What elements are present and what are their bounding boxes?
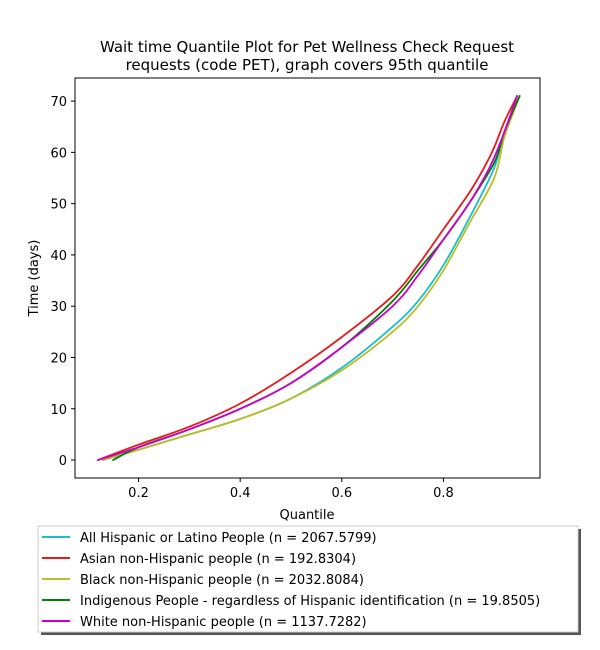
y-axis-label: Time (days) <box>27 240 42 318</box>
y-tick-label: 10 <box>50 403 67 418</box>
y-tick-label: 50 <box>50 198 67 213</box>
x-tick-label: 0.2 <box>128 486 149 501</box>
legend-label: Asian non-Hispanic people (n = 192.8304) <box>80 552 356 567</box>
y-tick-label: 40 <box>50 249 67 264</box>
series-line-4 <box>96 95 519 461</box>
chart-title-line-2: requests (code PET), graph covers 95th q… <box>126 56 489 74</box>
legend-box <box>37 525 579 633</box>
x-tick-label: 0.6 <box>331 486 352 501</box>
legend: All Hispanic or Latino People (n = 2067.… <box>37 525 581 635</box>
x-axis-label: Quantile <box>280 508 335 523</box>
series-layer <box>96 95 521 461</box>
series-line-1 <box>96 95 519 461</box>
series-line-3 <box>112 95 521 461</box>
legend-label: All Hispanic or Latino People (n = 2067.… <box>80 531 377 546</box>
y-tick-label: 0 <box>59 454 67 469</box>
series-line-2 <box>102 95 521 461</box>
y-tick-label: 70 <box>50 95 67 110</box>
y-tick-label: 60 <box>50 146 67 161</box>
legend-label: Black non-Hispanic people (n = 2032.8084… <box>80 573 364 588</box>
y-tick-label: 20 <box>50 351 67 366</box>
plot-frame <box>74 77 541 479</box>
x-tick-label: 0.4 <box>230 486 251 501</box>
x-tick-label: 0.8 <box>433 486 454 501</box>
legend-label: Indigenous People - regardless of Hispan… <box>80 594 540 609</box>
chart-title-line-1: Wait time Quantile Plot for Pet Wellness… <box>100 38 514 56</box>
series-line-0 <box>102 95 521 461</box>
legend-entries: All Hispanic or Latino People (n = 2067.… <box>42 531 540 630</box>
axis-layer: 0.2 0.4 0.6 0.8 0 10 20 30 40 50 60 70 <box>50 95 453 501</box>
y-tick-label: 30 <box>50 300 67 315</box>
legend-label: White non-Hispanic people (n = 1137.7282… <box>80 615 367 630</box>
